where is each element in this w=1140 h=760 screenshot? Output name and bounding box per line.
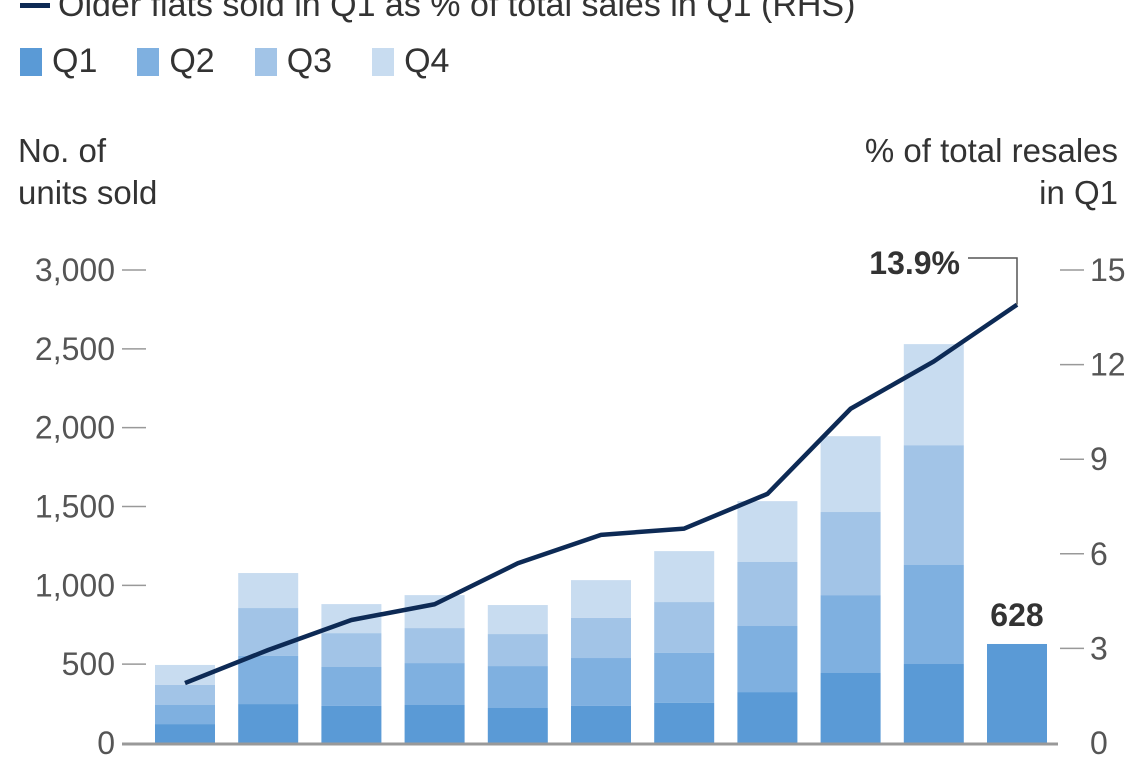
bar-segment-q1 [321, 705, 382, 743]
bar-segment-q4 [487, 605, 548, 635]
right-tick-label: 6 [1090, 536, 1108, 572]
bar-segment-q3 [404, 628, 465, 664]
bar-segment-q2 [571, 658, 631, 706]
left-tick-label: 500 [62, 646, 115, 682]
bar-segment-q1 [737, 692, 798, 743]
bar-segment-q2 [321, 667, 382, 706]
bar-segment-q3 [903, 445, 964, 565]
legend-q3: Q3 [254, 42, 333, 81]
bar-segment-q1 [487, 707, 548, 743]
bar-segment-q4 [820, 436, 881, 513]
legend-quarters: Q1 Q2 Q3 Q4 [20, 42, 449, 81]
bar-segment-q3 [737, 561, 798, 627]
bar-segment-q4 [155, 664, 215, 685]
left-axis-title-line2: units sold [18, 174, 158, 211]
right-axis-title-line2: in Q1 [1039, 174, 1118, 211]
q1-swatch [20, 47, 42, 76]
bar-segment-q1 [987, 643, 1047, 743]
bar-segment-q2 [903, 564, 964, 665]
q4-swatch [372, 47, 395, 76]
legend-q1-label: Q1 [52, 42, 98, 80]
legend-line-label: Older flats sold in Q1 as % of total sal… [58, 0, 856, 24]
right-tick-label: 0 [1090, 725, 1108, 760]
bar-segment-q4 [737, 501, 798, 562]
right-tick-label: 12 [1090, 347, 1126, 383]
bar-segment-q3 [487, 634, 548, 667]
bar-segment-q3 [321, 633, 382, 668]
legend-q4: Q4 [372, 42, 449, 81]
bar-segment-q3 [155, 684, 215, 706]
bar-segment-q2 [654, 652, 715, 703]
bar-segment-q3 [654, 602, 715, 653]
bar-segment-q2 [404, 663, 465, 706]
line-series [184, 302, 1019, 686]
left-tick-label: 1,000 [35, 567, 115, 603]
bar-segment-q1 [820, 672, 881, 743]
q3-swatch [254, 47, 277, 76]
bar-segment-q2 [820, 595, 881, 673]
bar-segment-q1 [404, 705, 465, 743]
legend-q2-label: Q2 [169, 42, 215, 80]
left-tick-label: 1,500 [35, 489, 115, 525]
left-tick-label: 2,000 [35, 410, 115, 446]
left-axis-title: No. of units sold [18, 130, 157, 214]
bar-segment-q1 [654, 702, 715, 743]
legend-q3-label: Q3 [286, 42, 333, 80]
right-tick-label: 9 [1090, 441, 1108, 477]
bar-segment-q1 [155, 724, 215, 743]
left-tick-label: 3,000 [35, 252, 115, 288]
right-axis-title: % of total resales in Q1 [865, 130, 1118, 214]
bar-segment-q1 [903, 664, 964, 743]
legend-line-entry: Older flats sold in Q1 as % of total sal… [20, 0, 855, 25]
bar-value-label: 628 [990, 597, 1043, 633]
left-axis-title-line1: No. of [18, 132, 107, 169]
legend-q2: Q2 [137, 42, 215, 81]
q2-swatch [137, 47, 160, 76]
bar-segment-q2 [155, 705, 215, 725]
legend-q1: Q1 [20, 42, 97, 81]
annotation-leader [968, 257, 1018, 305]
left-tick-label: 0 [97, 725, 115, 760]
bar-segment-q4 [238, 573, 299, 609]
bar-segment-q4 [571, 580, 631, 618]
bar-segment-q1 [238, 704, 299, 743]
bar-segment-q4 [404, 595, 465, 629]
right-axis-title-line1: % of total resales [864, 132, 1118, 169]
bar-segment-q3 [820, 512, 881, 596]
bar-segment-q2 [737, 626, 798, 693]
right-tick-label: 15 [1090, 252, 1126, 288]
bar-segment-q1 [571, 705, 631, 743]
bar-segment-q2 [238, 655, 299, 705]
line-value-label: 13.9% [869, 245, 960, 281]
legend-q4-label: Q4 [404, 42, 450, 80]
bar-segment-q3 [571, 617, 631, 659]
left-tick-label: 2,500 [35, 331, 115, 367]
bar-segment-q2 [487, 666, 548, 708]
bar-segment-q4 [654, 551, 715, 603]
line-swatch [20, 3, 50, 8]
right-tick-label: 3 [1090, 630, 1108, 666]
